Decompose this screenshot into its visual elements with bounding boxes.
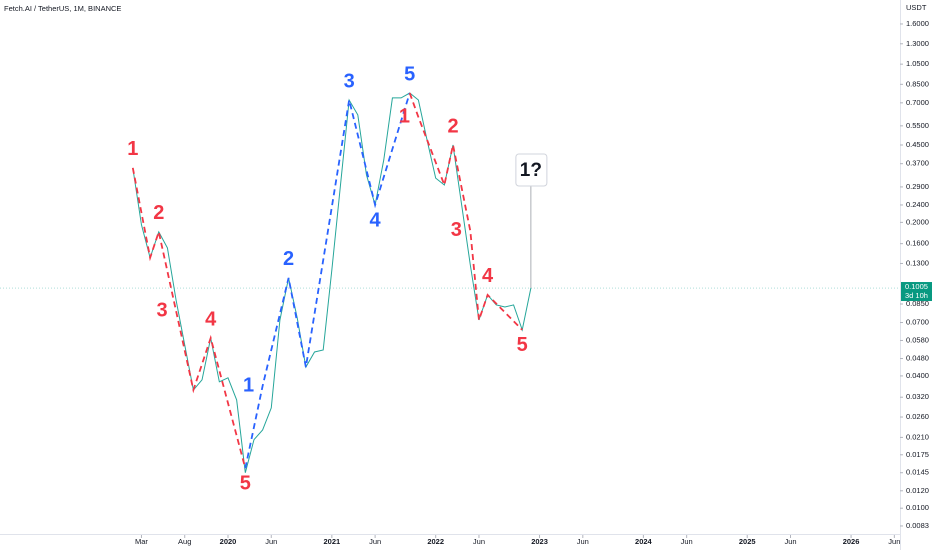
y-tick-label: 0.1300	[906, 258, 929, 267]
x-tick-label: Jun	[577, 537, 589, 546]
y-tick-label: 0.0480	[906, 354, 929, 363]
x-tick-label: 2026	[843, 537, 860, 546]
y-tick-label: 0.2400	[906, 200, 929, 209]
price-tag	[901, 282, 932, 302]
chart-title: Fetch.AI / TetherUS, 1M, BINANCE	[4, 4, 121, 13]
y-tick-label: 0.5500	[906, 121, 929, 130]
y-tick-label: 0.0100	[906, 503, 929, 512]
callout-box	[515, 153, 548, 187]
x-tick-label: 2022	[427, 537, 444, 546]
y-tick-label: 0.0320	[906, 392, 929, 401]
x-tick-label: Aug	[178, 537, 191, 546]
wave-line	[244, 92, 411, 469]
wave-line	[131, 167, 247, 469]
wave-label: 2	[447, 115, 458, 137]
wave-label: 1	[399, 105, 410, 127]
wave-label: 3	[344, 70, 355, 92]
y-tick-label: 1.0500	[906, 59, 929, 68]
y-tick-label: 0.3700	[906, 159, 929, 168]
y-tick-label: 0.7000	[906, 98, 929, 107]
price-tag-countdown: 3d 10h	[905, 291, 928, 300]
x-tick-label: Jun	[473, 537, 485, 546]
wave-line	[408, 92, 523, 331]
wave-label: 3	[157, 299, 168, 321]
y-tick-label: 0.0145	[906, 468, 929, 477]
wave-label: 4	[205, 308, 217, 330]
x-tick-label: Mar	[135, 537, 148, 546]
y-tick-label: 0.0083	[906, 521, 929, 530]
price-tag-value: 0.1005	[905, 282, 928, 291]
wave-label: 5	[517, 334, 528, 356]
x-tick-label: Jun	[784, 537, 796, 546]
y-tick-label: 0.2900	[906, 182, 929, 191]
x-tick-label: 2020	[220, 537, 237, 546]
wave-label: 1	[243, 374, 254, 396]
x-tick-label: 2025	[739, 537, 756, 546]
x-tick-label: Jun	[369, 537, 381, 546]
wave-label: 4	[482, 265, 494, 287]
wave-label: 4	[370, 209, 382, 231]
y-tick-label: 1.6000	[906, 19, 929, 28]
y-tick-label: 0.0210	[906, 432, 929, 441]
wave-label: 2	[283, 248, 294, 270]
wave-label: 2	[153, 202, 164, 224]
x-tick-label: Jun	[888, 537, 900, 546]
y-tick-label: 1.3000	[906, 39, 929, 48]
y-tick-label: 0.0700	[906, 318, 929, 327]
y-tick-label: 0.4500	[906, 140, 929, 149]
y-tick-label: 0.8500	[906, 79, 929, 88]
x-tick-label: 2023	[531, 537, 548, 546]
price-line-series	[132, 92, 532, 473]
y-tick-label: 0.0120	[906, 486, 929, 495]
wave-label: 1	[127, 138, 138, 160]
y-tick-label: 0.0260	[906, 412, 929, 421]
y-tick-label: 0.1600	[906, 239, 929, 248]
y-tick-label: 0.2000	[906, 217, 929, 226]
wave-label: 3	[451, 219, 462, 241]
y-axis-label: USDT	[906, 3, 927, 12]
y-tick-label: 0.0175	[906, 450, 929, 459]
y-tick-label: 0.0850	[906, 299, 929, 308]
x-tick-label: 2021	[324, 537, 341, 546]
wave-label: 5	[240, 473, 251, 495]
x-tick-label: 2024	[635, 537, 653, 546]
y-tick-label: 0.0580	[906, 335, 929, 344]
callout-text: 1?	[520, 160, 542, 181]
x-tick-label: Jun	[265, 537, 277, 546]
x-tick-label: Jun	[681, 537, 693, 546]
wave-label: 5	[404, 63, 415, 85]
y-tick-label: 0.0400	[906, 371, 929, 380]
